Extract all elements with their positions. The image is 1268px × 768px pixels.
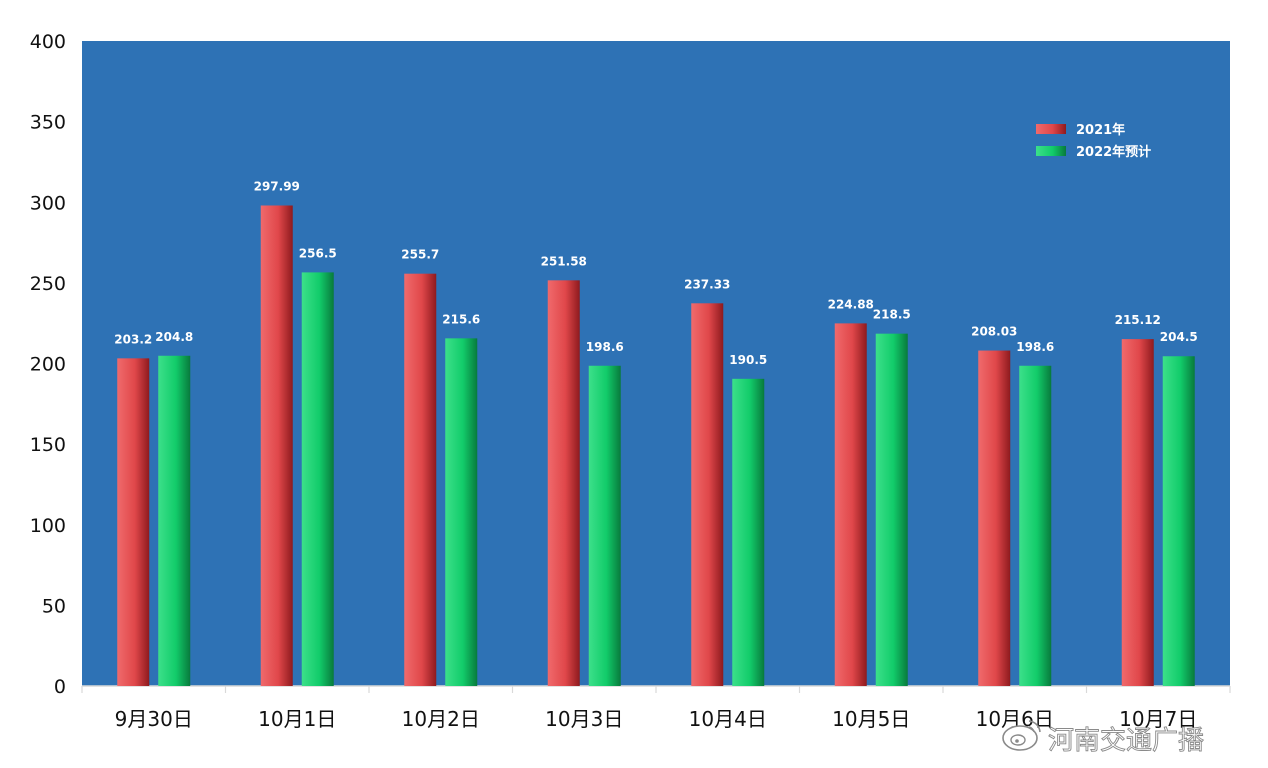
legend-swatch [1036,146,1066,156]
data-labels-group: 203.2 204.8 297.99 256.5 255.7 215.6 251.58 198… [114,179,1197,366]
bar-series-1 [117,358,150,686]
bar-series-1 [547,280,580,686]
y-tick-label: 100 [30,515,66,537]
y-tick-label: 300 [30,192,66,214]
data-label: 215.12 [1115,313,1161,327]
x-tick-label: 10月4日 [689,707,767,731]
bar-series-1 [691,303,724,686]
data-label: 198.6 [586,340,624,354]
y-tick-label: 250 [30,273,66,295]
data-label: 224.88 [828,297,874,311]
bar-series-2 [1019,365,1052,686]
watermark-text: 河南交通广播 [1048,726,1204,756]
x-tick-label: 10月1日 [258,707,336,731]
bars-group [117,205,1195,686]
y-tick-label: 350 [30,112,66,134]
x-axis: 9月30日 10月1日 10月2日 10月3日 10月4日 10月5日 10月6日 10月7日 [81,685,1231,731]
data-label: 204.8 [155,330,193,344]
bar-series-2 [301,272,334,686]
y-tick-label: 200 [30,354,66,376]
bar-series-1 [1121,339,1154,686]
x-tick-label: 10月7日 [1119,707,1197,731]
legend: 2021年 2022年预计 [1036,122,1151,160]
plot-area [82,41,1230,686]
legend-swatch [1036,124,1066,134]
data-label: 251.58 [541,254,587,268]
data-label: 218.5 [873,308,911,322]
data-label: 204.5 [1160,330,1198,344]
x-tick-label: 10月2日 [402,707,480,731]
weibo-icon [1002,720,1041,751]
data-label: 297.99 [254,179,300,193]
bar-series-1 [834,323,867,686]
bar-series-2 [158,355,191,686]
y-tick-label: 0 [54,676,66,698]
bar-series-2 [1162,356,1195,686]
bar-series-1 [260,205,293,686]
bar-series-2 [732,378,765,686]
bar-series-2 [875,333,908,686]
legend-label: 2022年预计 [1076,144,1151,160]
data-label: 256.5 [299,246,337,260]
y-axis: 0 50 100 150 200 250 300 350 400 [30,31,66,698]
y-tick-label: 400 [30,31,66,53]
data-label: 215.6 [442,312,480,326]
data-label: 203.2 [114,332,152,346]
y-tick-label: 150 [30,434,66,456]
legend-label: 2021年 [1076,122,1125,138]
bar-series-1 [978,350,1011,686]
bar-series-2 [588,365,621,686]
data-label: 208.03 [971,325,1017,339]
data-label: 255.7 [401,248,439,262]
x-tick-label: 9月30日 [115,707,193,731]
data-label: 237.33 [684,277,730,291]
bar-series-1 [404,273,437,686]
data-label: 198.6 [1016,340,1054,354]
x-tick-label: 10月5日 [832,707,910,731]
watermark: 河南交通广播 [1002,720,1204,756]
x-tick-label: 10月3日 [545,707,623,731]
bar-series-2 [445,338,478,686]
y-tick-label: 50 [42,595,66,617]
data-label: 190.5 [729,353,767,367]
